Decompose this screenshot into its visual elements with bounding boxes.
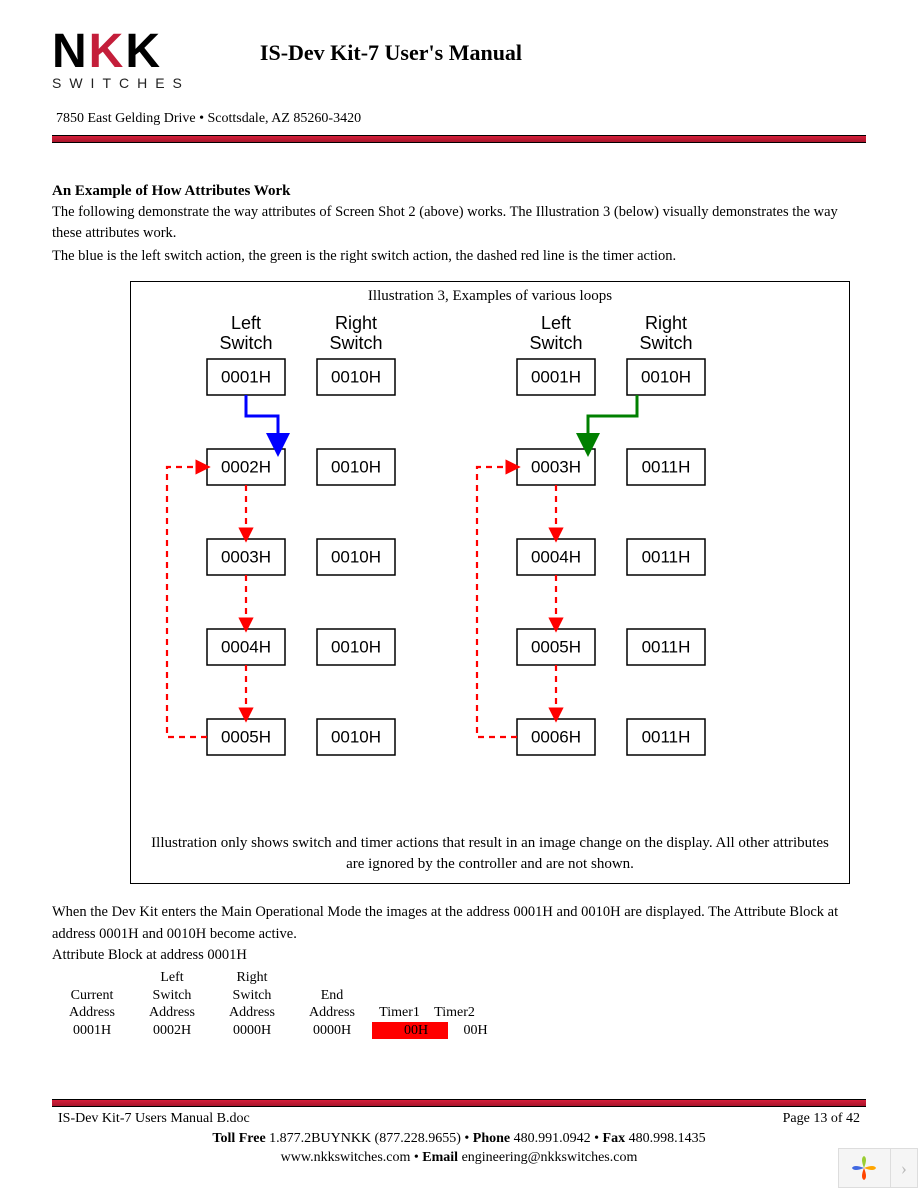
val-timer2: 00H (448, 1022, 503, 1040)
svg-text:0002H: 0002H (221, 457, 271, 476)
widget-logo-icon (839, 1154, 890, 1182)
footer-page-number: Page 13 of 42 (783, 1111, 860, 1127)
lbl-email: Email (422, 1150, 458, 1165)
svg-text:0011H: 0011H (642, 547, 691, 566)
svg-text:0004H: 0004H (221, 637, 271, 656)
val-right-switch: 0000H (212, 1022, 292, 1040)
svg-text:0001H: 0001H (531, 367, 581, 386)
col-left-switch: Left (132, 969, 212, 987)
svg-text:Left: Left (541, 313, 571, 333)
diagram-title: Illustration 3, Examples of various loop… (131, 282, 849, 307)
col-timer2 (427, 969, 482, 987)
val-phone: 480.991.0942 • (510, 1131, 602, 1146)
svg-text:0006H: 0006H (531, 727, 581, 746)
page-header: NKK SWITCHES IS-Dev Kit-7 User's Manual (52, 32, 866, 91)
h-timer2-blank (427, 987, 482, 1005)
val-left-switch: 0002H (132, 1022, 212, 1040)
svg-text:Switch: Switch (639, 333, 692, 353)
diagram-caption: Illustration only shows switch and timer… (131, 827, 849, 883)
svg-text:0010H: 0010H (331, 727, 381, 746)
svg-text:Right: Right (335, 313, 377, 333)
lbl-phone: Phone (473, 1131, 510, 1146)
svg-text:Right: Right (645, 313, 687, 333)
svg-text:0001H: 0001H (221, 367, 271, 386)
val-web: www.nkkswitches.com • (281, 1150, 423, 1165)
logo-letter-k2: K (125, 25, 162, 78)
val-end: 0000H (292, 1022, 372, 1040)
below-para-2: Attribute Block at address 0001H (52, 945, 866, 967)
logo-text: NKK (52, 32, 190, 73)
svg-text:0010H: 0010H (331, 637, 381, 656)
svg-text:0004H: 0004H (531, 547, 581, 566)
svg-text:0003H: 0003H (221, 547, 271, 566)
svg-text:0011H: 0011H (642, 727, 691, 746)
val-current: 0001H (52, 1022, 132, 1040)
logo-subtext: SWITCHES (52, 75, 190, 91)
logo-letter-k1: K (89, 25, 126, 78)
company-address: 7850 East Gelding Drive • Scottsdale, AZ… (56, 111, 866, 127)
corner-widget[interactable]: › (838, 1148, 918, 1188)
header-divider (52, 135, 866, 143)
below-para-1: When the Dev Kit enters the Main Operati… (52, 902, 866, 946)
table-header-row-2: Current Switch Switch End (52, 987, 866, 1005)
val-fax: 480.998.1435 (625, 1131, 706, 1146)
table-header-row-1: Left Right (52, 969, 866, 987)
h-timer1-blank (372, 987, 427, 1005)
section-heading: An Example of How Attributes Work (52, 183, 866, 200)
diagram-svg: LeftSwitchRightSwitch0001H0010H0002H0010… (131, 307, 849, 827)
svg-text:Switch: Switch (219, 333, 272, 353)
lbl-tollfree: Toll Free (212, 1131, 265, 1146)
h-left-3: Address (132, 1004, 212, 1022)
svg-text:0010H: 0010H (641, 367, 691, 386)
page-footer: IS-Dev Kit-7 Users Manual B.doc Page 13 … (52, 1099, 866, 1168)
chevron-right-icon[interactable]: › (890, 1149, 917, 1187)
col-timer1 (372, 969, 427, 987)
table-header-row-3: Address Address Address Address Timer1 T… (52, 1004, 866, 1022)
document-title: IS-Dev Kit-7 User's Manual (260, 40, 522, 66)
svg-text:0011H: 0011H (642, 457, 691, 476)
val-timer1: 00H (372, 1022, 448, 1040)
footer-divider (52, 1099, 866, 1107)
col-right-switch: Right (212, 969, 292, 987)
h-end-2: Address (292, 1004, 372, 1022)
svg-text:0003H: 0003H (531, 457, 581, 476)
h-left-2: Switch (132, 987, 212, 1005)
logo-letter-n: N (52, 25, 89, 78)
h-current-1: Current (52, 987, 132, 1005)
section-para-2: The blue is the left switch action, the … (52, 246, 866, 267)
svg-text:0005H: 0005H (531, 637, 581, 656)
col-end (292, 969, 372, 987)
h-timer2: Timer2 (427, 1004, 482, 1022)
attribute-table: Left Right Current Switch Switch End Add… (52, 969, 866, 1039)
section-para-1: The following demonstrate the way attrib… (52, 202, 866, 244)
h-right-2: Switch (212, 987, 292, 1005)
footer-contact: Toll Free 1.877.2BUYNKK (877.228.9655) •… (52, 1129, 866, 1168)
h-current-2: Address (52, 1004, 132, 1022)
col-current (52, 969, 132, 987)
svg-text:0010H: 0010H (331, 457, 381, 476)
h-end-1: End (292, 987, 372, 1005)
h-right-3: Address (212, 1004, 292, 1022)
svg-text:0011H: 0011H (642, 637, 691, 656)
svg-text:0010H: 0010H (331, 367, 381, 386)
footer-doc-name: IS-Dev Kit-7 Users Manual B.doc (58, 1111, 250, 1127)
brand-logo: NKK SWITCHES (52, 32, 190, 91)
illustration-3: Illustration 3, Examples of various loop… (130, 281, 850, 884)
svg-text:Switch: Switch (329, 333, 382, 353)
table-data-row: 0001H 0002H 0000H 0000H 00H 00H (52, 1022, 866, 1040)
lbl-fax: Fax (603, 1131, 626, 1146)
svg-text:Left: Left (231, 313, 261, 333)
svg-text:0010H: 0010H (331, 547, 381, 566)
svg-text:0005H: 0005H (221, 727, 271, 746)
val-email: engineering@nkkswitches.com (458, 1150, 637, 1165)
val-tollfree: 1.877.2BUYNKK (877.228.9655) • (266, 1131, 473, 1146)
svg-text:Switch: Switch (529, 333, 582, 353)
h-timer1: Timer1 (372, 1004, 427, 1022)
